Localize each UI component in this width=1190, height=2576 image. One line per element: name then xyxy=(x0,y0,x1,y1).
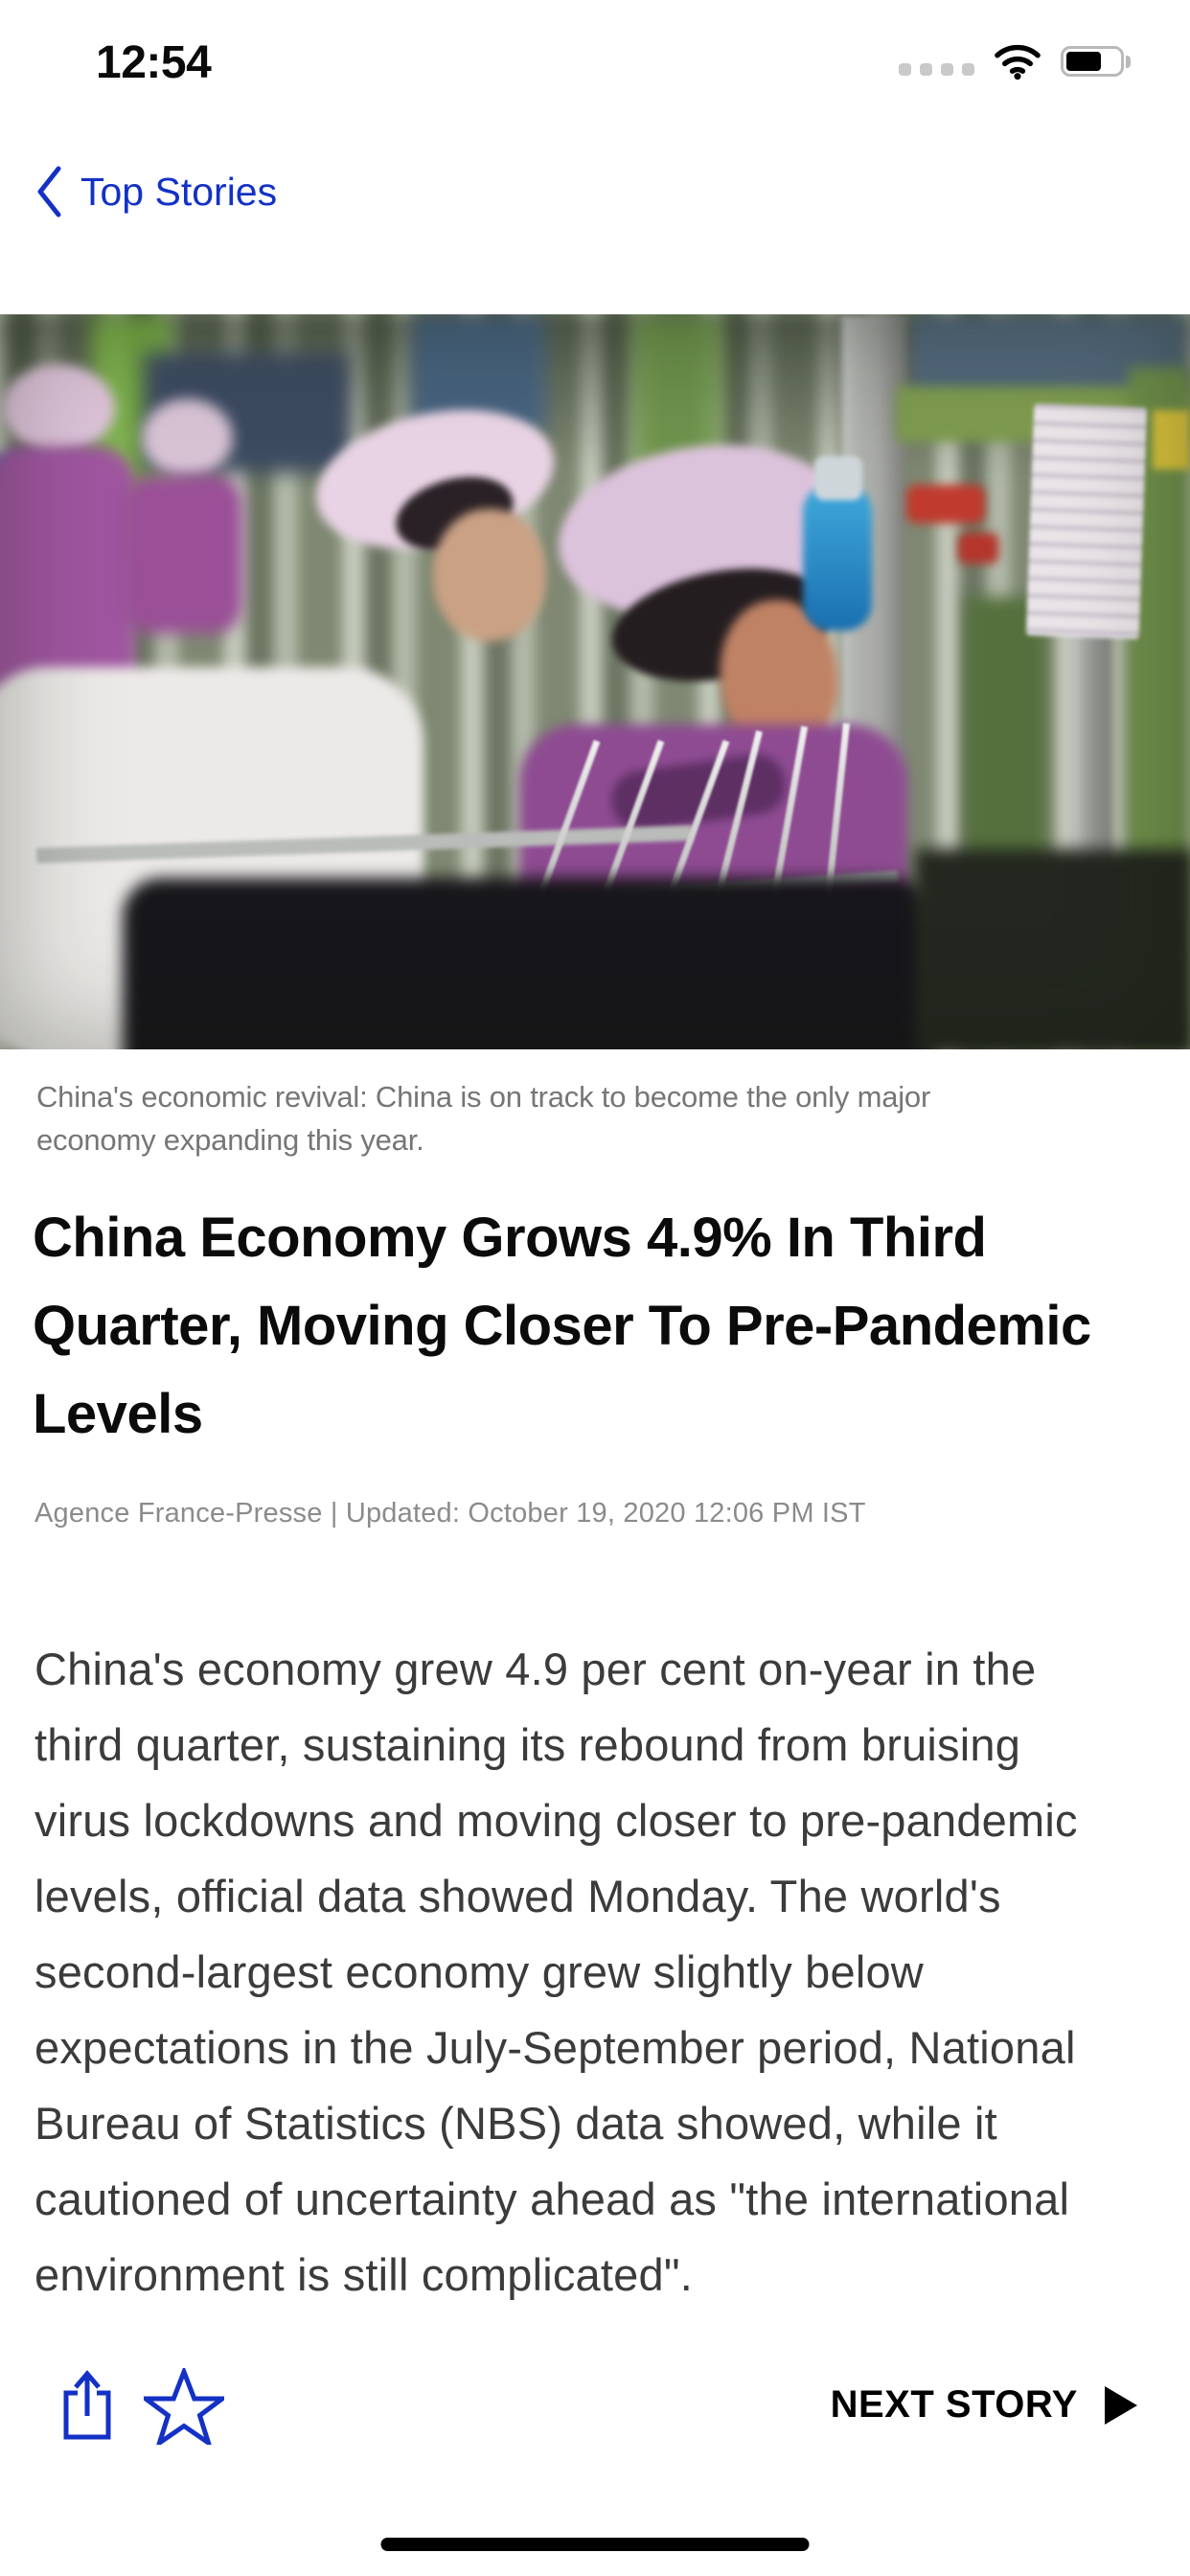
favorite-button[interactable] xyxy=(138,2365,230,2450)
photo-dark-machine-bottom xyxy=(915,849,1190,1049)
back-button[interactable]: Top Stories xyxy=(34,165,277,218)
status-time: 12:54 xyxy=(96,37,212,88)
photo-worker-left-cap xyxy=(2,364,115,452)
photo-red-clamp xyxy=(958,533,998,564)
photo-dark-foreground xyxy=(123,878,932,1049)
nav-bar: Top Stories xyxy=(34,165,277,218)
image-caption: China's economic revival: China is on tr… xyxy=(36,1080,931,1157)
photo-worker-cap xyxy=(142,399,233,477)
status-icons xyxy=(899,42,1131,80)
next-story-button[interactable]: NEXT STORY xyxy=(831,2383,1137,2426)
article-image xyxy=(0,314,1190,1049)
chevron-left-icon xyxy=(37,166,61,218)
share-icon xyxy=(63,2370,111,2440)
star-icon xyxy=(138,2365,230,2450)
battery-fill xyxy=(1066,52,1101,71)
bottom-toolbar: NEXT STORY xyxy=(0,2353,1190,2477)
photo-red-clamp xyxy=(906,485,985,523)
photo-worker-middle-face xyxy=(433,509,546,641)
article-headline: China Economy Grows 4.9% In Third Quarte… xyxy=(33,1207,1091,1445)
back-label: Top Stories xyxy=(80,169,278,214)
photo-blue-bottle xyxy=(803,485,872,631)
wifi-icon xyxy=(995,44,1041,80)
share-button[interactable] xyxy=(61,2370,113,2444)
home-indicator[interactable] xyxy=(380,2538,810,2551)
battery-icon xyxy=(1061,46,1131,77)
photo-vignette xyxy=(0,314,1190,1049)
play-arrow-icon xyxy=(1105,2385,1137,2425)
article-byline: Agence France-Presse | Updated: October … xyxy=(34,1498,866,1529)
photo-sticker xyxy=(1153,410,1190,470)
article-body: China's economy grew 4.9 per cent on-yea… xyxy=(34,1644,1078,2300)
signal-dots-icon xyxy=(899,62,974,76)
photo-bottle-cap xyxy=(814,456,862,500)
next-story-label: NEXT STORY xyxy=(830,2383,1078,2426)
status-bar: 12:54 xyxy=(0,0,1190,125)
photo-worker-shirt xyxy=(123,475,242,633)
